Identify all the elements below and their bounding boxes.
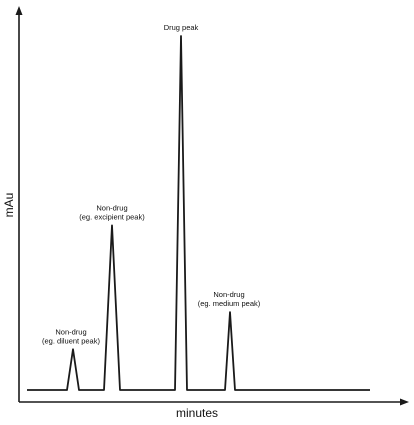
y-axis-arrowhead (15, 6, 23, 15)
axes (15, 6, 409, 406)
peak-label-line: (eg. medium peak) (198, 299, 261, 308)
peak-label-line: Non-drug (213, 290, 244, 299)
peak-label-3: Drug peak (164, 23, 199, 32)
peak-label-4: Non-drug (eg. medium peak) (198, 290, 261, 308)
chromatogram-trace (27, 35, 370, 391)
peak-label-line: (eg. excipient peak) (79, 212, 145, 221)
peak-label-2: Non-drug (eg. excipient peak) (79, 203, 145, 221)
peak-label-1: Non-drug (eg. diluent peak) (42, 327, 100, 345)
x-axis-label: minutes (176, 406, 218, 420)
peak-label-line: Non-drug (96, 203, 127, 212)
peak-label-line: (eg. diluent peak) (42, 336, 100, 345)
peak-label-line: Non-drug (55, 327, 86, 336)
peak-labels: Non-drug (eg. diluent peak)Non-drug (eg. e… (42, 23, 261, 345)
y-axis-label: mAu (2, 193, 16, 218)
peak-label-line: Drug peak (164, 23, 199, 32)
x-axis-arrowhead (400, 398, 409, 406)
